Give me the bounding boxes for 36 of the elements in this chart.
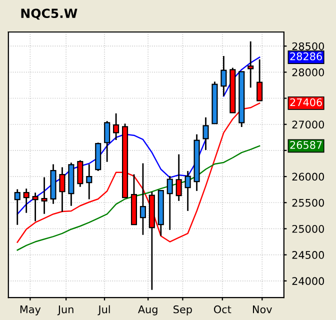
candlestick [248, 40, 254, 88]
candlestick [220, 55, 227, 97]
candlestick [86, 164, 92, 200]
candlestick [104, 120, 110, 163]
y-tick-label: 28000 [292, 68, 324, 76]
candlestick [59, 166, 66, 213]
candlestick [202, 116, 209, 151]
y-tick-label: 25500 [292, 198, 324, 207]
x-tick-label: Oct [214, 305, 232, 314]
text: 27406 [290, 98, 322, 106]
chart-title: NQC5.W [21, 8, 78, 20]
line-series [16, 145, 260, 251]
candlestick [23, 188, 30, 214]
y-tick-label: 26000 [292, 172, 324, 181]
candlestick [41, 176, 48, 215]
y-tick-label: 28500 [292, 42, 324, 50]
y-tick-label: 25000 [292, 224, 324, 233]
candlestick [166, 175, 173, 231]
candlestick [14, 188, 20, 226]
candlestick [140, 162, 146, 236]
x-tick-label: Nov [252, 306, 272, 314]
text: 28286 [290, 52, 322, 60]
y-tick-label: 24500 [292, 251, 324, 259]
candlestick [77, 160, 84, 188]
y-tick-label: 27000 [292, 120, 324, 128]
candlestick [176, 154, 182, 202]
text: 26587 [290, 141, 322, 149]
x-tick-label: Jul [98, 305, 110, 316]
y-tick-label: 24000 [292, 277, 324, 286]
candlestick [113, 112, 120, 141]
x-tick-label: Jun [57, 306, 74, 316]
x-tick-label: May [20, 306, 41, 316]
candlestick [184, 170, 191, 212]
x-tick-label: Sep [174, 305, 192, 316]
x-tick-label: Aug [138, 306, 158, 316]
candlestick [32, 192, 38, 222]
